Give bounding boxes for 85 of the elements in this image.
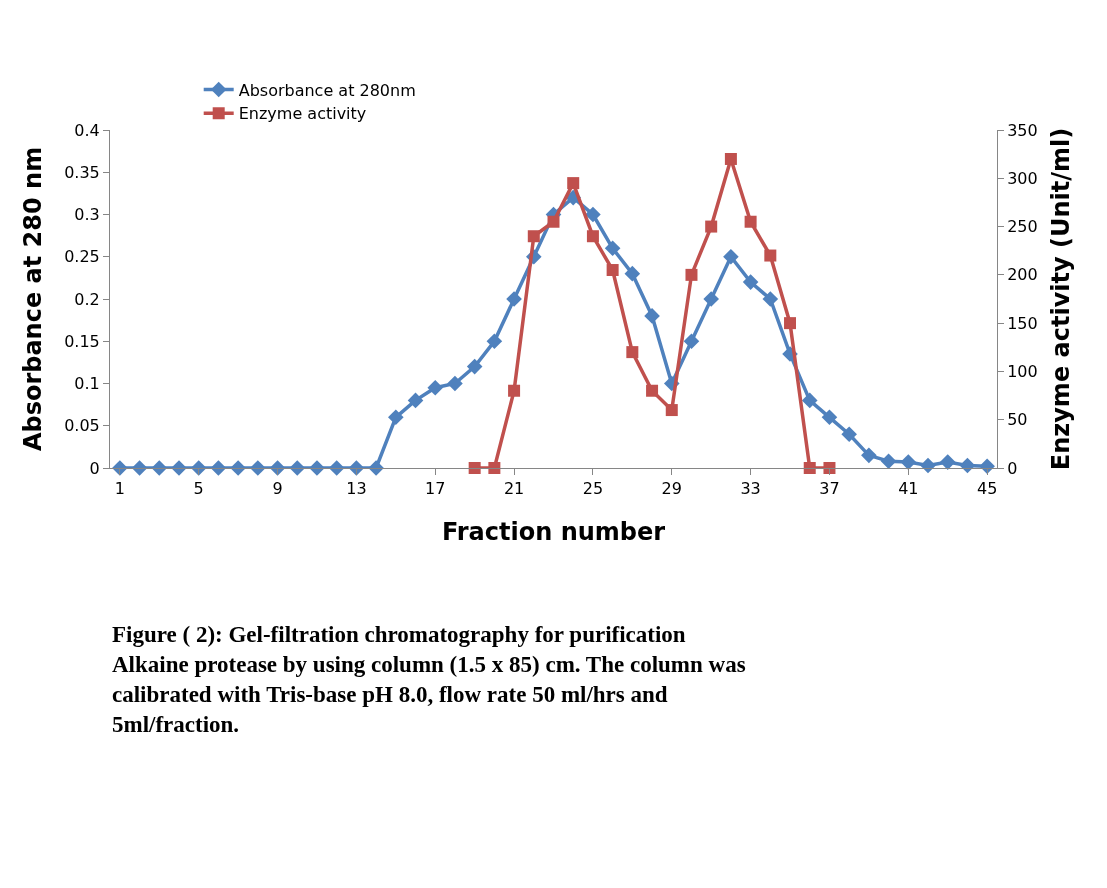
point — [486, 333, 503, 350]
point — [388, 409, 404, 426]
point — [841, 426, 857, 442]
point — [762, 291, 779, 307]
text: Figure ( 2): Gel-filtration chromatography for purification Alkaine protease by using column (1.5 x 85) cm. The column was calibrated with Tris-base pH 8.0, flow rate 50 ml/hrs and 5ml/fraction. — [112, 622, 746, 737]
y-tick-label: 0.4 — [74, 120, 100, 140]
point — [685, 268, 698, 281]
point — [703, 291, 719, 307]
point — [606, 264, 619, 277]
x-tick-label: 25 — [582, 479, 604, 499]
point — [527, 230, 540, 243]
point — [190, 460, 207, 476]
point — [547, 215, 560, 228]
y-tick-label: 0.25 — [64, 247, 100, 267]
point — [447, 375, 463, 392]
y-tick-label: 0.15 — [64, 331, 100, 351]
y2-tick-label: 0 — [1007, 458, 1018, 478]
y2-tick-label: 200 — [1007, 265, 1038, 285]
x-tick-label: 45 — [976, 479, 998, 499]
point — [644, 308, 660, 324]
point — [427, 379, 444, 396]
point — [407, 392, 424, 409]
x-tick-label: 5 — [193, 479, 204, 499]
x-tick-label: 9 — [272, 479, 283, 499]
x-axis-title: Fraction number — [441, 517, 666, 546]
x-tick-label: 13 — [346, 479, 367, 499]
point — [585, 206, 601, 223]
point — [764, 249, 777, 262]
point — [626, 346, 639, 359]
y-tick-label: 0.05 — [64, 416, 100, 436]
point — [348, 460, 365, 476]
y-tick-label: 0.3 — [74, 205, 100, 225]
point — [744, 215, 757, 228]
y2-tick-label: 300 — [1007, 168, 1038, 188]
x-tick-label: 17 — [425, 479, 446, 499]
point — [289, 460, 306, 476]
point — [466, 358, 483, 375]
point — [683, 333, 700, 350]
y2-tick-label: 100 — [1007, 362, 1038, 382]
point — [210, 460, 227, 476]
x-tick-label: 37 — [819, 479, 840, 499]
y2-tick-label: 250 — [1007, 217, 1038, 237]
y2-tick-label: 50 — [1007, 410, 1028, 430]
x-tick-label: 41 — [898, 479, 919, 499]
point — [567, 177, 580, 190]
point — [939, 454, 956, 470]
point — [506, 291, 522, 307]
point — [920, 457, 936, 474]
y2-tick-label: 350 — [1007, 120, 1038, 140]
y2-tick-label: 150 — [1007, 313, 1038, 333]
legend-label: Enzyme activity — [238, 104, 367, 124]
point — [880, 453, 897, 470]
point — [328, 460, 345, 476]
point — [665, 404, 678, 417]
point — [151, 460, 168, 476]
x-tick-label: 21 — [503, 479, 525, 499]
point — [705, 220, 718, 233]
point — [724, 152, 737, 165]
x-tick-label: 29 — [661, 479, 682, 499]
point — [861, 447, 877, 464]
y-tick-label: 0.35 — [64, 162, 100, 182]
point — [468, 462, 481, 474]
y-tick-label: 0 — [89, 458, 100, 478]
point — [801, 392, 818, 409]
point — [604, 240, 621, 257]
point — [821, 409, 838, 426]
y-tick-label: 0.2 — [74, 289, 100, 309]
point — [803, 462, 816, 474]
y-axis-title: Absorbance at 280 nm — [19, 146, 48, 452]
point — [723, 248, 739, 265]
point — [269, 460, 286, 476]
x-tick-label: 33 — [740, 479, 761, 499]
point — [900, 454, 917, 470]
point — [624, 265, 641, 282]
x-tick-label: 1 — [114, 479, 125, 499]
y-tick-label: 0.1 — [74, 374, 100, 394]
legend-label: Absorbance at 280nm — [238, 80, 416, 100]
point — [646, 384, 659, 397]
point — [742, 274, 759, 290]
point — [488, 462, 501, 474]
point — [131, 460, 148, 476]
point — [586, 230, 599, 243]
point — [784, 317, 797, 330]
point — [508, 384, 521, 397]
y2-axis-title: Enzyme activity (Unit/ml) — [1047, 127, 1076, 471]
